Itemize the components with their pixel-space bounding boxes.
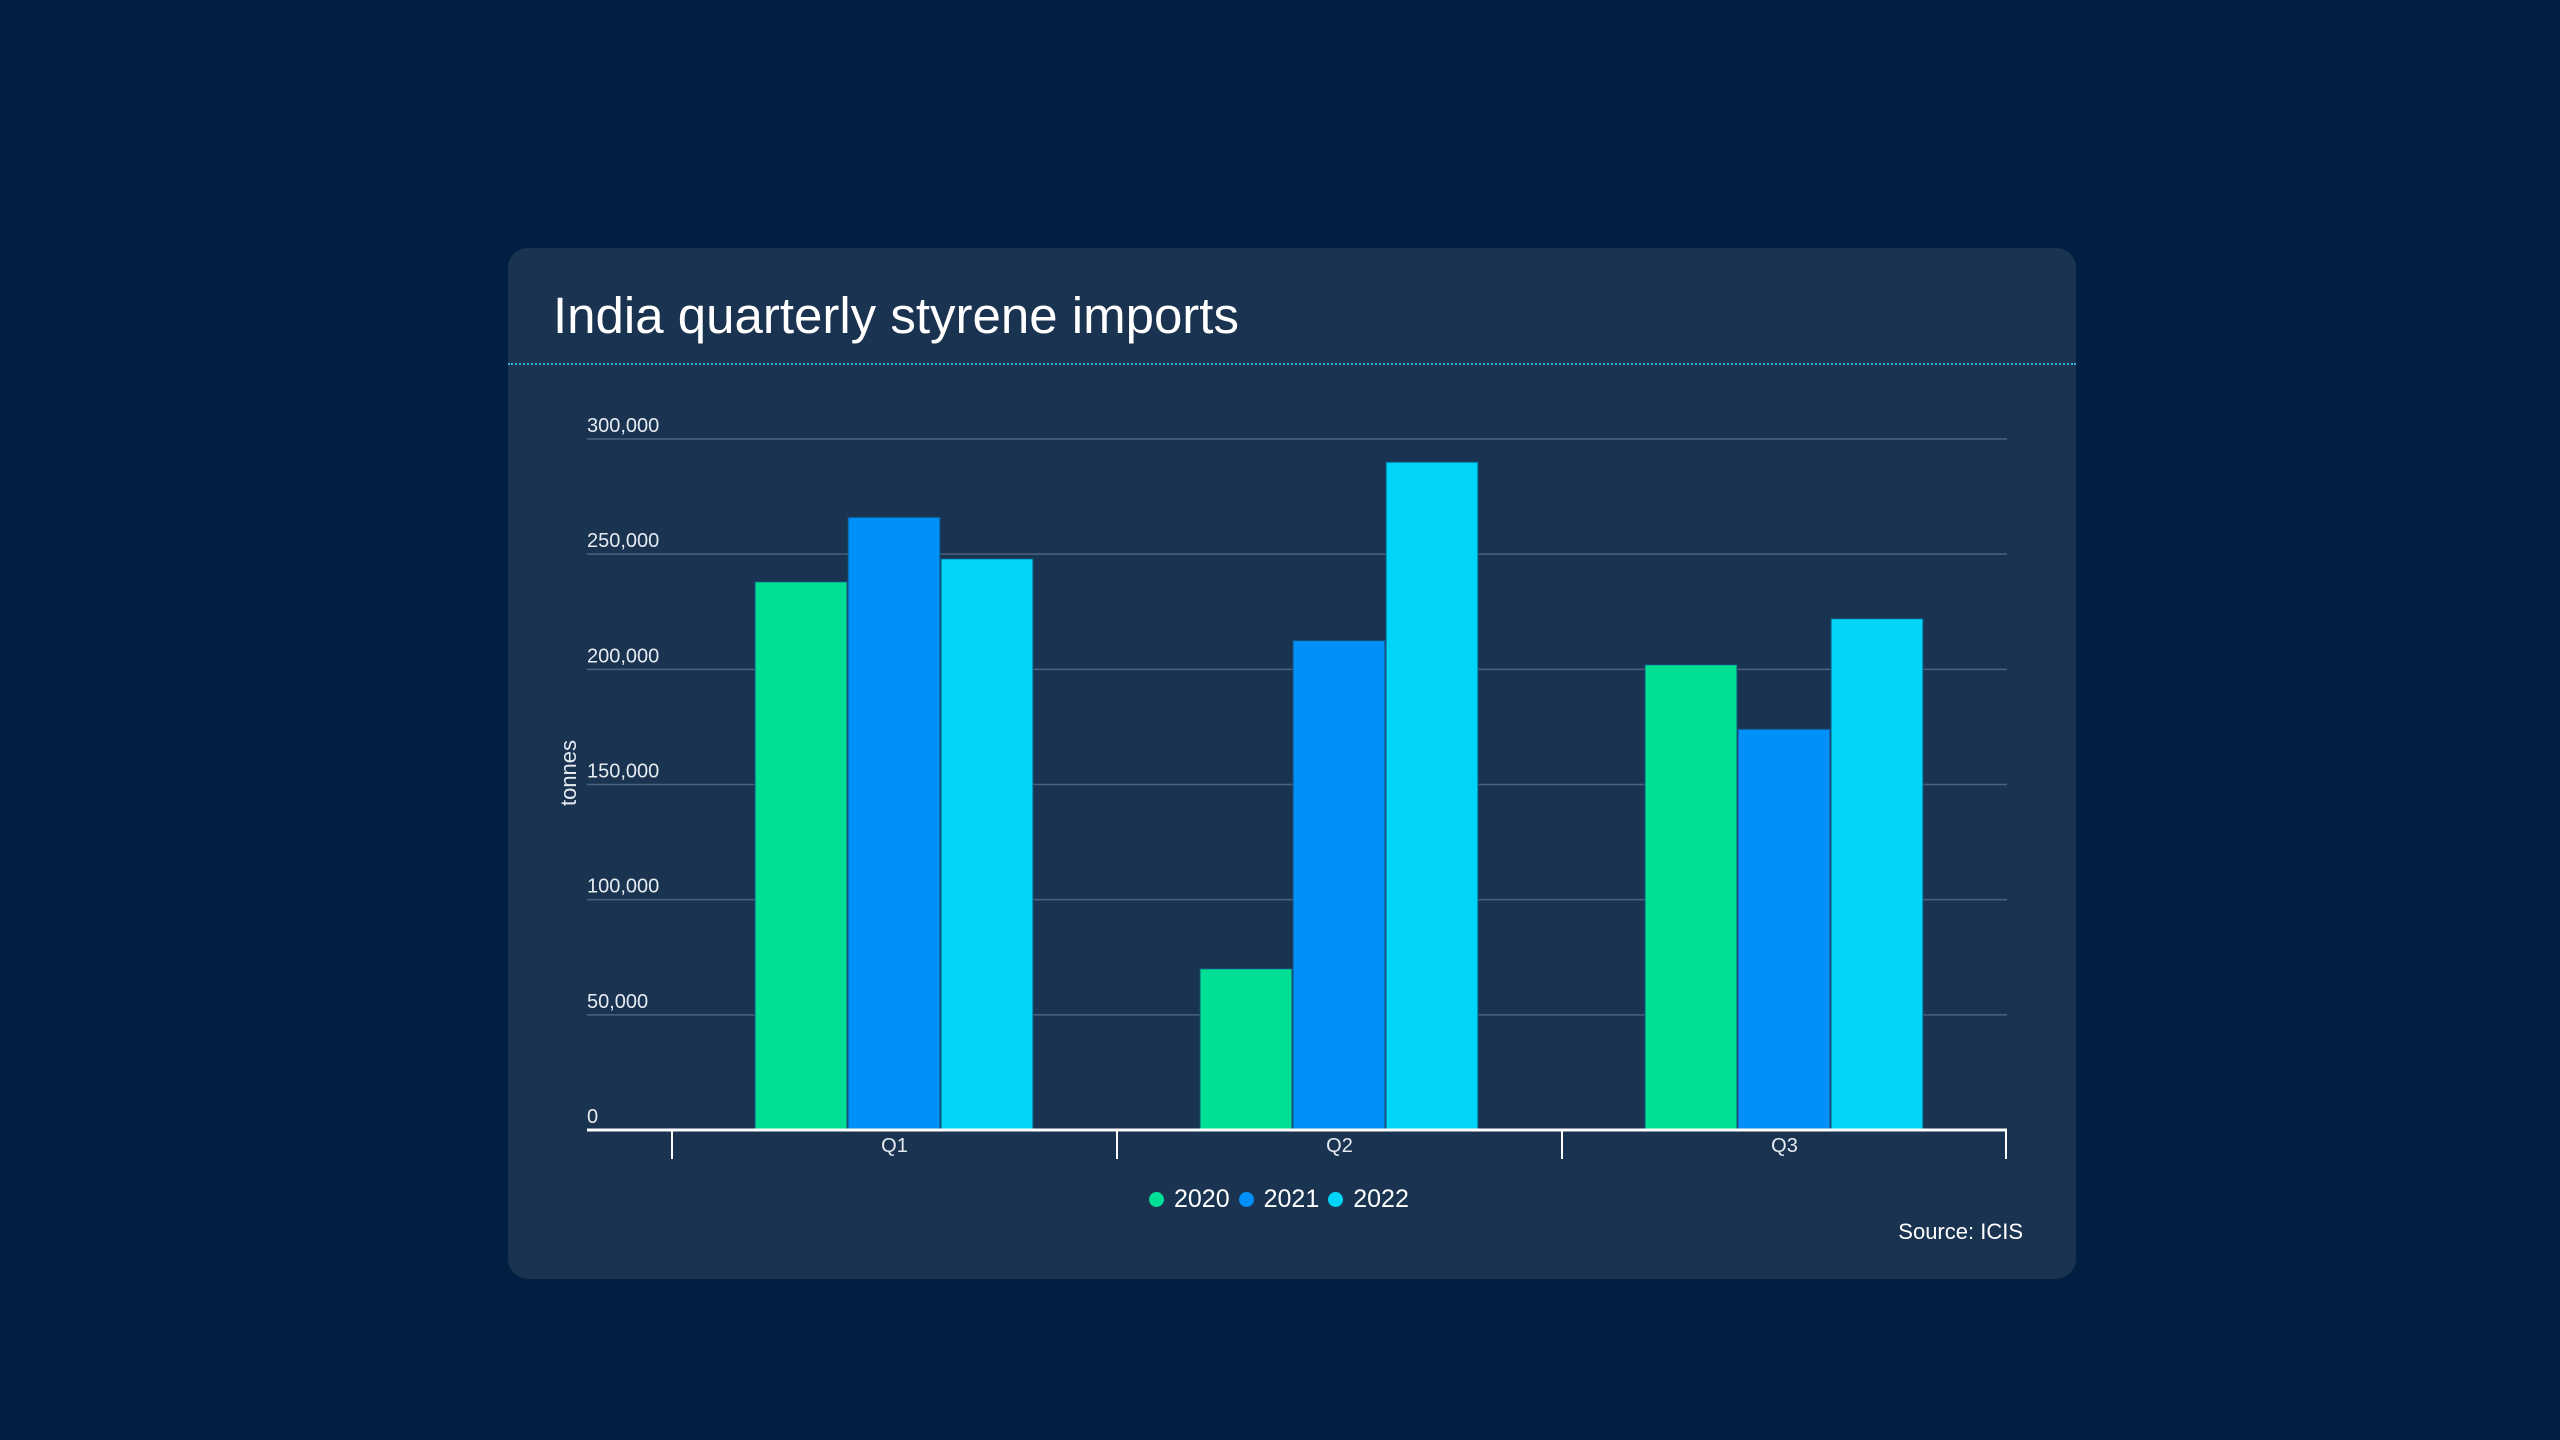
legend-dot-icon <box>1149 1191 1164 1207</box>
legend-label: 2022 <box>1353 1184 1409 1213</box>
source-note: Source: ICIS <box>1898 1219 2023 1244</box>
x-axis: Q1 Q2 Q3 <box>587 1128 2007 1159</box>
y-tick-label: 300,000 <box>587 415 659 437</box>
x-tick-label: Q1 <box>881 1135 908 1157</box>
legend-item-2020: 2020 <box>1149 1185 1230 1214</box>
bar-q3-2022 <box>1830 618 1924 1131</box>
bar-q1-2021 <box>847 516 941 1131</box>
bar-q1-2022 <box>940 558 1034 1131</box>
title-divider <box>508 363 2076 365</box>
y-tick-label: 50,000 <box>587 991 648 1013</box>
legend-dot-icon <box>1238 1191 1254 1207</box>
y-tick-label: 250,000 <box>587 530 659 552</box>
chart-title: India quarterly styrene imports <box>553 287 1239 344</box>
legend-item-2022: 2022 <box>1328 1185 1409 1214</box>
x-tick-label: Q2 <box>1326 1135 1353 1157</box>
x-tick-label: Q3 <box>1771 1135 1798 1157</box>
bar-q2-2020 <box>1199 968 1293 1131</box>
bar-q3-2020 <box>1644 664 1738 1131</box>
y-axis-ticks: 0 50,000 100,000 150,000 200,000 250,000 300,0… <box>587 415 659 1128</box>
legend-dot-icon <box>1328 1191 1344 1207</box>
bar-q1-2020 <box>754 581 848 1131</box>
y-axis-label: tonnes <box>556 740 581 806</box>
bars <box>754 461 1924 1131</box>
y-tick-label: 200,000 <box>587 645 659 667</box>
bar-q3-2021 <box>1737 728 1831 1131</box>
legend-item-2021: 2021 <box>1238 1184 1320 1214</box>
legend: 2020 2021 2022 <box>1149 1183 1418 1215</box>
bar-q2-2022 <box>1385 461 1479 1131</box>
legend-label: 2020 <box>1174 1184 1230 1213</box>
y-tick-label: 0 <box>587 1106 598 1128</box>
y-tick-label: 150,000 <box>587 761 659 783</box>
y-tick-label: 100,000 <box>587 876 659 898</box>
bar-q2-2021 <box>1292 640 1386 1131</box>
legend-label: 2021 <box>1263 1184 1320 1213</box>
